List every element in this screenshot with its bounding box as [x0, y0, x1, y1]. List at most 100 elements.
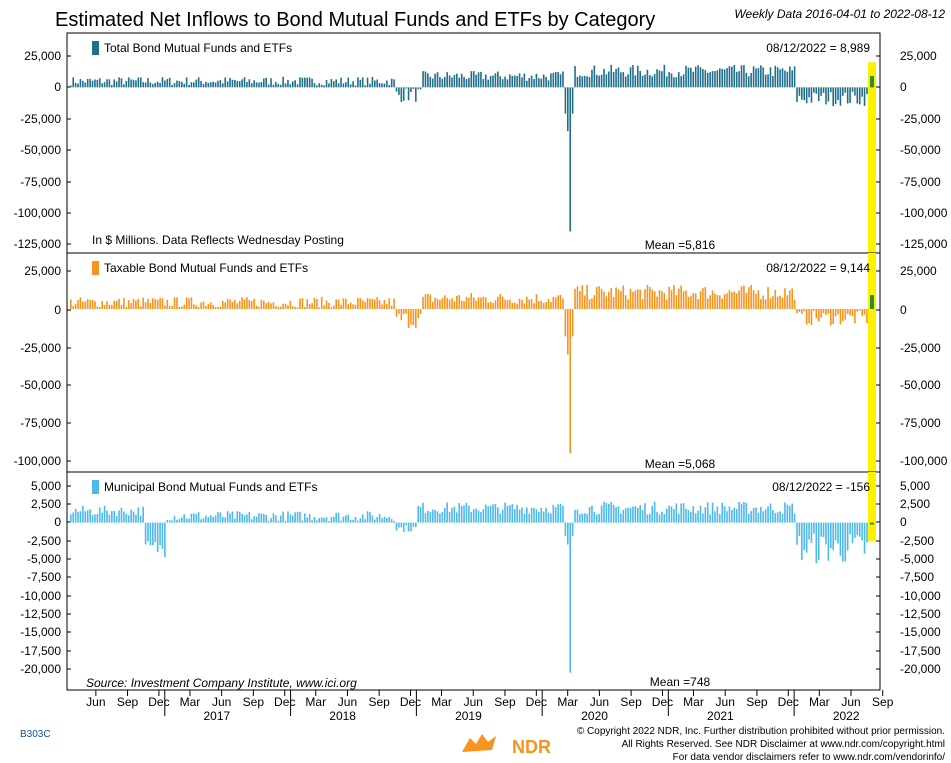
bar [682, 291, 685, 309]
bar [518, 298, 521, 309]
bar [388, 298, 391, 309]
panel-frame [66, 32, 881, 254]
bar [443, 507, 446, 523]
bar [791, 503, 793, 523]
bar [820, 309, 822, 318]
bar [304, 307, 306, 309]
bar [791, 70, 793, 88]
bar [793, 513, 796, 523]
bar [361, 514, 364, 523]
bar [296, 511, 299, 523]
bar [91, 514, 94, 523]
bar [77, 299, 79, 309]
bar [663, 514, 666, 523]
y-tick-label-right: -5,000 [900, 552, 934, 566]
bar [417, 87, 420, 90]
bar [439, 513, 441, 523]
bar [665, 299, 668, 309]
bar [260, 82, 263, 88]
bar [651, 289, 654, 309]
bar [714, 293, 716, 309]
bar [82, 505, 84, 523]
bar [234, 518, 236, 523]
bar [757, 290, 760, 309]
bar [617, 506, 620, 523]
bar [422, 502, 424, 523]
bar [567, 522, 569, 545]
bar [248, 79, 251, 88]
bar [120, 78, 123, 88]
bar [675, 503, 678, 523]
bar [111, 84, 113, 88]
bar [779, 295, 781, 309]
bar [171, 84, 173, 88]
bar [168, 77, 171, 88]
bar [448, 299, 451, 309]
bar [796, 309, 798, 314]
bar [70, 514, 72, 523]
bar [82, 80, 84, 88]
bar [279, 515, 282, 523]
bar [166, 519, 169, 523]
copyright-text: © Copyright 2022 NDR, Inc. Further distr… [577, 726, 945, 737]
bar [94, 79, 96, 88]
bar [760, 299, 762, 309]
bar [402, 87, 405, 101]
bar [214, 515, 217, 523]
bar [451, 298, 453, 309]
bar [610, 288, 613, 309]
bar [738, 290, 740, 309]
bar [369, 83, 371, 88]
bar [313, 516, 316, 523]
y-tick-label-left: -12,500 [20, 607, 61, 621]
bar [805, 522, 808, 553]
bar [301, 77, 304, 88]
bar [646, 284, 649, 309]
bar [320, 84, 323, 88]
bar [484, 297, 487, 309]
bar [817, 309, 820, 322]
bar [658, 514, 661, 523]
bar [255, 516, 258, 523]
bar [805, 309, 808, 325]
bar [740, 503, 743, 523]
bar [711, 502, 714, 523]
bar [583, 513, 586, 523]
bar [328, 521, 330, 523]
bar [369, 298, 371, 309]
bar [690, 296, 692, 309]
x-tick-label: Sep [368, 695, 390, 709]
bar [248, 511, 251, 523]
panel-frame [66, 252, 881, 473]
bar [509, 505, 511, 523]
bar [359, 79, 362, 88]
bar [829, 522, 832, 549]
bar [632, 65, 634, 88]
bar [318, 518, 321, 523]
bar [542, 302, 545, 309]
bar [801, 87, 803, 100]
bar [463, 76, 465, 88]
bar [716, 506, 719, 523]
bar [465, 79, 468, 88]
x-year-label: 2020 [581, 709, 608, 723]
bar [540, 78, 543, 88]
bar [205, 515, 207, 523]
y-tick-label-left: 0 [54, 303, 61, 317]
bar [499, 293, 502, 309]
bar [523, 513, 526, 523]
bar [410, 87, 412, 93]
y-tick-label-left: -25,000 [20, 341, 61, 355]
bar [431, 78, 434, 88]
bar [579, 75, 581, 88]
bar [376, 79, 379, 88]
bar [453, 74, 456, 88]
bar [193, 304, 195, 309]
bar [571, 522, 574, 536]
x-year-label: 2018 [329, 709, 356, 723]
bar [808, 522, 810, 540]
bar [137, 77, 140, 88]
bar [337, 512, 340, 523]
bar [525, 80, 528, 88]
bar [641, 299, 644, 309]
